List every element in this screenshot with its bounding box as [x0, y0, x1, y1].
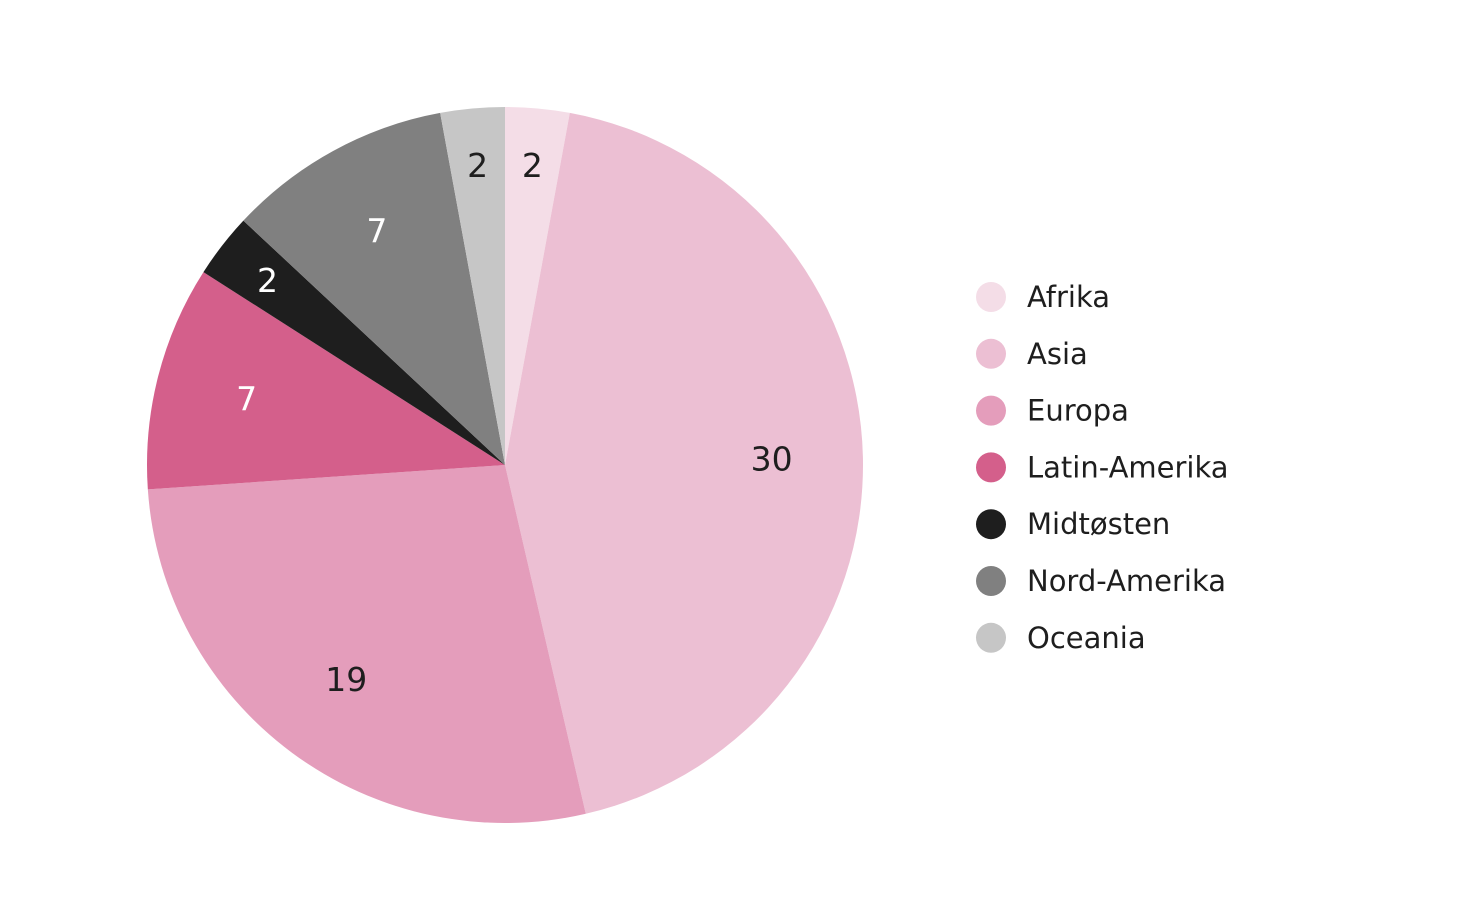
pie-slice — [243, 112, 505, 465]
legend-label: Afrika — [1027, 280, 1110, 314]
legend-marker — [976, 566, 1006, 596]
legend-label: Asia — [1027, 337, 1088, 371]
value-label: 19 — [325, 660, 367, 699]
value-label: 7 — [366, 212, 387, 251]
legend-label: Midtøsten — [1027, 507, 1170, 541]
value-label: 2 — [257, 261, 278, 300]
pie-slice — [147, 272, 505, 490]
legend-marker — [976, 622, 1006, 653]
legend-label: Nord-Amerika — [1027, 564, 1226, 598]
pie-slice — [505, 112, 863, 814]
legend-label: Oceania — [1027, 621, 1146, 655]
value-label: 30 — [751, 439, 793, 478]
legend-marker — [976, 509, 1006, 540]
pie-slice — [147, 465, 586, 823]
legend-marker — [976, 282, 1006, 312]
legend-label: Europa — [1027, 394, 1129, 428]
pie-slice — [440, 107, 505, 465]
pie-slice — [203, 220, 505, 465]
value-label: 7 — [236, 379, 257, 418]
legend-marker — [976, 452, 1006, 483]
value-label: 2 — [467, 146, 488, 185]
pie-slice — [505, 107, 570, 465]
legend-label: Latin-Amerika — [1027, 450, 1229, 484]
legend-marker — [976, 338, 1006, 369]
legend-marker — [976, 395, 1006, 426]
value-label: 2 — [522, 146, 543, 185]
